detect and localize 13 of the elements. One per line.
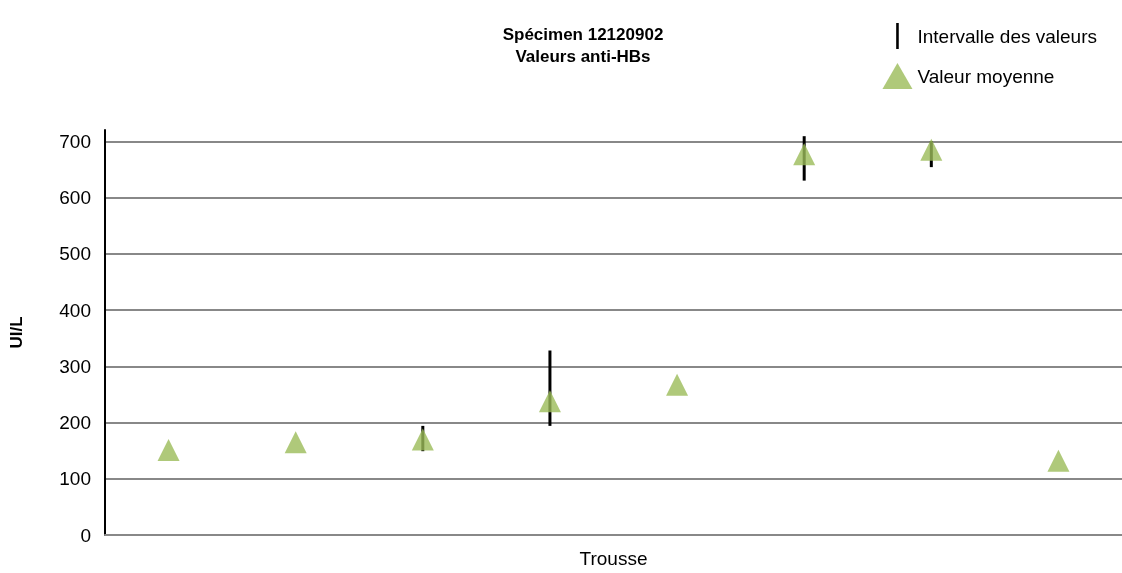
legend-label: Valeur moyenne (917, 65, 1055, 87)
y-tick-label: 600 (59, 187, 91, 208)
y-tick-label: 400 (59, 299, 91, 321)
x-axis-title: Trousse (579, 548, 648, 569)
y-tick-label: 500 (59, 243, 91, 265)
y-tick-label: 0 (80, 524, 91, 546)
text: Intervalle des valeurs (917, 25, 1098, 47)
chart-title: Spécimen 12120902 Valeurs anti-HBs (502, 24, 664, 66)
y-tick-label: 200 (59, 412, 91, 433)
y-axis-title: UI/L (7, 316, 26, 349)
y-tick-label: 300 (59, 355, 91, 377)
y-tick-label: 700 (59, 130, 91, 152)
y-tick-label: 100 (59, 468, 91, 490)
